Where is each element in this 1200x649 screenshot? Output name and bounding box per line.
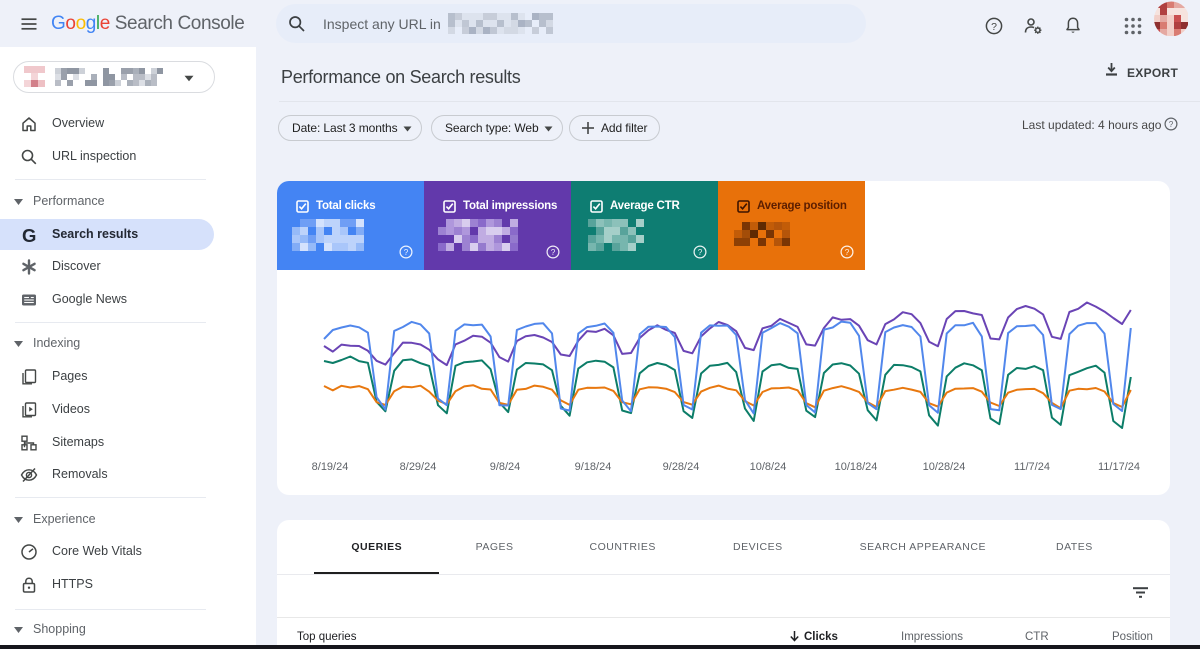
svg-text:?: ?: [845, 248, 850, 257]
svg-text:?: ?: [551, 248, 556, 257]
svg-text:?: ?: [404, 248, 409, 257]
svg-text:?: ?: [698, 248, 703, 257]
svg-text:?: ?: [991, 21, 997, 33]
svg-text:?: ?: [1168, 120, 1173, 129]
svg-text:G: G: [22, 226, 36, 244]
